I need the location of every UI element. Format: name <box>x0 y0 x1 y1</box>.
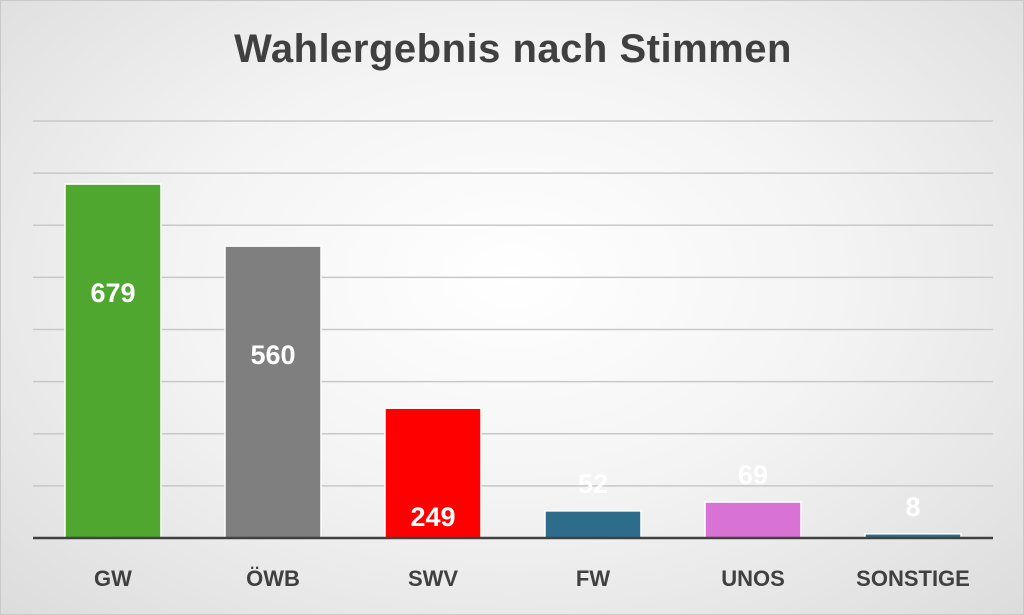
bar-öwb <box>224 245 322 539</box>
bar-unos <box>704 501 802 539</box>
chart-title: Wahlergebnis nach Stimmen <box>234 27 792 71</box>
x-tick-öwb: ÖWB <box>246 566 300 591</box>
gridlines <box>33 120 993 487</box>
x-tick-labels: GW ÖWB SWV FW UNOS SONSTIGE <box>94 566 970 591</box>
data-label-fw: 52 <box>578 469 608 499</box>
x-tick-gw: GW <box>94 566 132 591</box>
data-label-swv: 249 <box>410 502 455 532</box>
bars <box>64 183 962 539</box>
bar-gw <box>64 183 162 539</box>
x-tick-fw: FW <box>576 566 610 591</box>
x-tick-unos: UNOS <box>721 566 785 591</box>
bar-fw <box>544 510 642 539</box>
x-tick-swv: SWV <box>408 566 458 591</box>
data-label-sonstige: 8 <box>905 492 920 522</box>
x-tick-sonstige: SONSTIGE <box>856 566 970 591</box>
data-label-gw: 679 <box>90 278 135 308</box>
data-labels: 679 560 249 52 69 8 <box>90 278 920 532</box>
data-label-öwb: 560 <box>250 340 295 370</box>
data-label-unos: 69 <box>738 460 768 490</box>
bar-swv <box>384 407 482 539</box>
